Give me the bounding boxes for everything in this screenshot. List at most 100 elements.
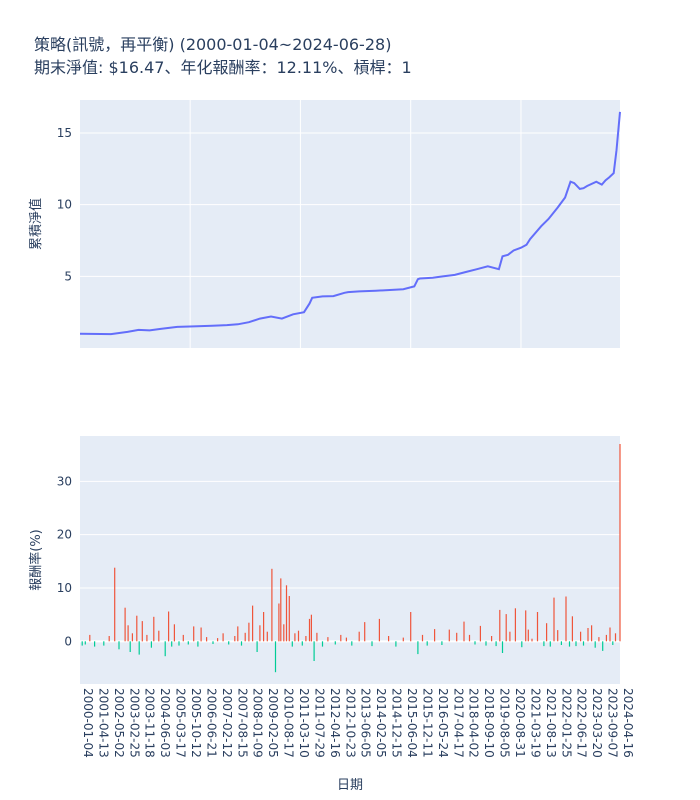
- return-bar: [549, 641, 551, 647]
- nav-y-tick-label: 5: [64, 269, 72, 283]
- return-bar: [84, 641, 86, 645]
- return-bar: [212, 641, 214, 644]
- return-bar: [468, 634, 471, 642]
- return-bar: [193, 626, 195, 642]
- returns-x-tick-label: 2005-10-12: [189, 688, 203, 758]
- returns-x-tick-label: 2023-09-07: [606, 688, 620, 758]
- chart-title: 策略(訊號，再平衡) (2000-01-04~2024-06-28): [34, 35, 391, 54]
- return-bar: [499, 609, 501, 642]
- return-bar: [521, 641, 523, 648]
- return-bar: [602, 641, 604, 651]
- returns-x-tick-label: 2012-04-16: [328, 688, 342, 758]
- return-bar: [173, 624, 175, 642]
- return-bar: [222, 633, 224, 642]
- returns-x-tick-label: 2005-03-17: [174, 688, 188, 758]
- nav-y-axis-label: 累積淨值: [28, 198, 44, 250]
- return-bar: [594, 641, 596, 648]
- return-bar: [612, 641, 614, 645]
- nav-y-ticks: 5 10 15: [57, 126, 72, 283]
- return-bar: [598, 637, 600, 642]
- return-bar: [351, 641, 353, 646]
- returns-x-tick-label: 2021-03-19: [528, 688, 542, 758]
- returns-x-tick-label: 2012-10-23: [343, 688, 357, 758]
- return-bar: [288, 596, 290, 642]
- returns-y-axis-label: 報酬率(%): [28, 529, 44, 591]
- return-bar: [131, 633, 133, 642]
- return-bar: [259, 625, 261, 642]
- returns-x-tick-label: 2003-02-25: [127, 688, 141, 758]
- return-bar: [114, 567, 116, 642]
- returns-x-tick-label: 2011-03-10: [297, 688, 311, 758]
- return-bar: [543, 641, 545, 647]
- return-bar: [146, 634, 148, 642]
- returns-x-tick-label: 2013-06-05: [359, 688, 373, 758]
- return-bar: [527, 629, 529, 642]
- returns-x-tick-label: 2014-02-05: [374, 688, 388, 758]
- return-bar: [164, 641, 166, 657]
- return-bar: [124, 607, 126, 642]
- return-bar: [158, 630, 160, 642]
- return-bar: [301, 641, 303, 646]
- return-bar: [514, 608, 516, 642]
- returns-x-tick-label: 2010-08-17: [282, 688, 296, 758]
- return-bar: [417, 641, 419, 655]
- returns-bars: [81, 444, 621, 673]
- return-bar: [168, 611, 170, 642]
- returns-x-tick-label: 2019-08-05: [498, 688, 512, 758]
- return-bar: [501, 641, 504, 653]
- return-bar: [509, 631, 511, 642]
- return-bar: [313, 641, 315, 661]
- returns-x-tick-label: 2014-12-15: [390, 688, 404, 758]
- returns-x-tick-label: 2009-02-05: [266, 688, 280, 758]
- return-bar: [103, 641, 105, 646]
- returns-x-tick-label: 2015-12-11: [420, 688, 434, 758]
- return-bar: [495, 641, 497, 647]
- nav-y-tick-label: 10: [57, 198, 72, 212]
- return-bar: [197, 641, 199, 647]
- return-bar: [187, 641, 189, 645]
- return-bar: [421, 634, 424, 642]
- returns-x-tick-label: 2001-04-13: [96, 688, 110, 758]
- return-bar: [582, 641, 585, 646]
- returns-x-tick-label: 2007-08-15: [235, 688, 249, 758]
- return-bar: [127, 625, 129, 642]
- returns-x-tick-label: 2003-11-18: [143, 688, 157, 758]
- returns-x-tick-label: 2007-02-12: [220, 688, 234, 758]
- chart-subtitle: 期末淨值: $16.47、年化報酬率：12.11%、槓桿：1: [34, 58, 412, 77]
- return-bar: [334, 641, 336, 645]
- return-bar: [316, 632, 318, 642]
- return-bar: [505, 614, 507, 642]
- return-bar: [206, 637, 208, 642]
- return-bar: [141, 621, 143, 642]
- return-bar: [278, 603, 280, 642]
- returns-y-tick-label: 30: [57, 474, 72, 488]
- returns-x-tick-label: 2015-06-04: [405, 688, 419, 758]
- returns-y-tick-label: 0: [64, 634, 72, 648]
- return-bar: [263, 612, 265, 642]
- return-bar: [565, 596, 567, 642]
- returns-plot-area: [80, 436, 620, 684]
- return-bar: [388, 636, 390, 642]
- nav-panel: 5 10 15 累積淨值: [28, 100, 621, 348]
- return-bar: [410, 612, 412, 642]
- return-bar: [256, 641, 258, 652]
- return-bar: [371, 641, 373, 647]
- return-bar: [591, 625, 593, 642]
- return-bar: [308, 618, 311, 642]
- returns-x-tick-label: 2008-01-09: [251, 688, 265, 758]
- return-bar: [310, 614, 312, 642]
- return-bar: [244, 632, 246, 642]
- return-bar: [491, 636, 493, 642]
- return-bar: [378, 618, 380, 642]
- return-bar: [182, 634, 184, 642]
- return-bar: [266, 631, 268, 642]
- returns-x-tick-label: 2022-01-25: [559, 688, 573, 758]
- return-bar: [228, 641, 230, 645]
- returns-x-tick-label: 2022-06-17: [575, 688, 589, 758]
- return-bar: [609, 627, 611, 642]
- returns-x-tick-label: 2018-04-02: [467, 688, 481, 758]
- returns-y-tick-label: 20: [57, 528, 72, 542]
- return-bar: [327, 637, 329, 642]
